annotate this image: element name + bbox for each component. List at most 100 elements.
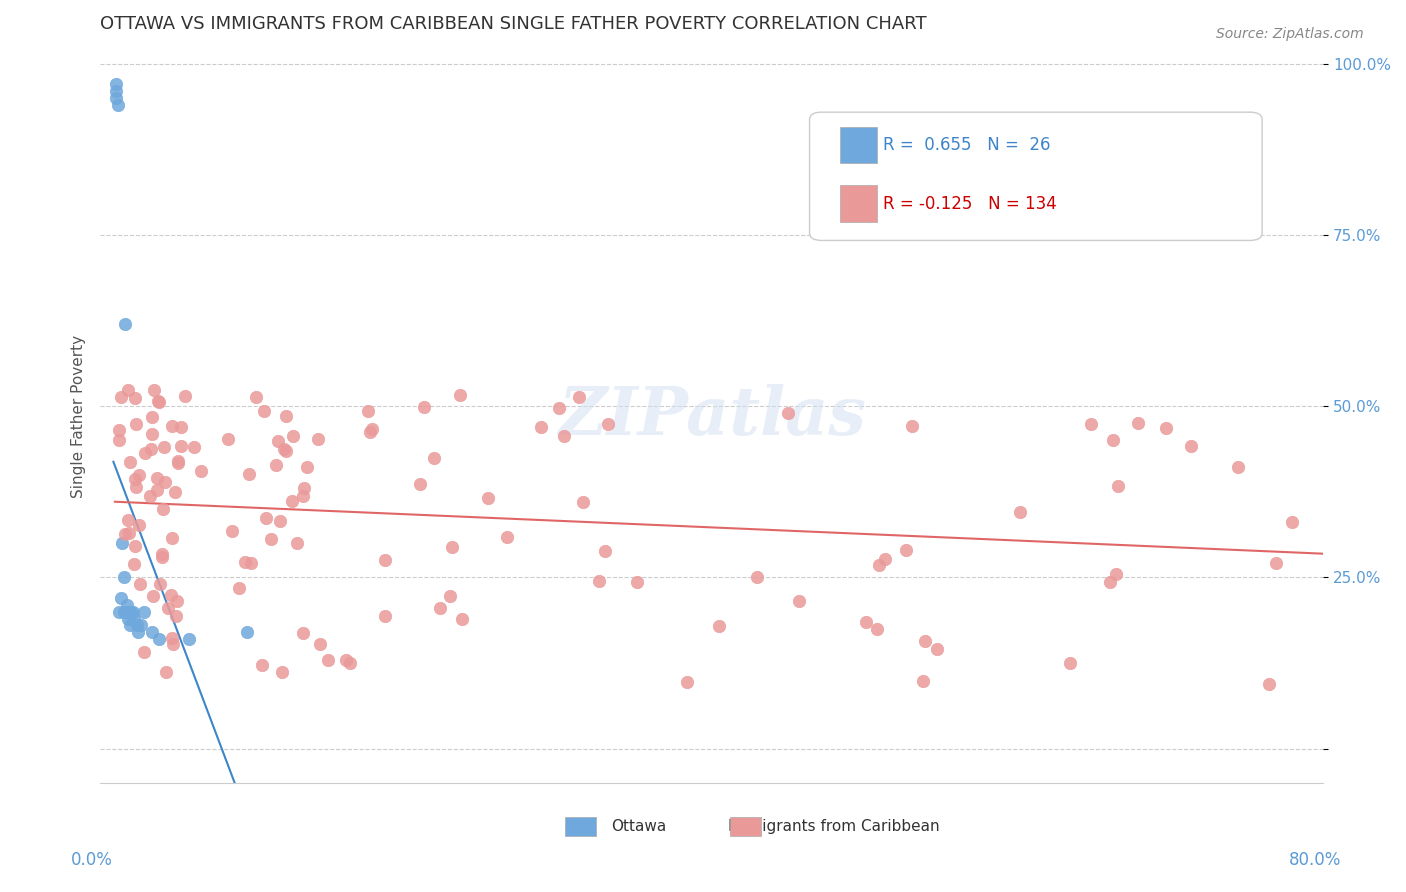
Text: Source: ZipAtlas.com: Source: ZipAtlas.com <box>1216 27 1364 41</box>
Point <box>547 401 569 415</box>
Point <box>598 417 620 431</box>
Point <box>238 467 260 482</box>
Point <box>568 390 591 404</box>
Point <box>778 406 800 420</box>
Point <box>451 612 474 626</box>
Point <box>316 653 339 667</box>
Point <box>441 540 464 554</box>
Point <box>1126 417 1149 431</box>
Point <box>217 432 239 446</box>
Point <box>339 656 361 670</box>
Point <box>150 549 173 564</box>
Point <box>167 456 190 470</box>
Point <box>912 674 935 689</box>
Text: 0.0%: 0.0% <box>70 851 112 869</box>
Point <box>125 480 148 494</box>
Point <box>112 605 135 619</box>
Point <box>128 468 150 483</box>
Point <box>221 524 243 538</box>
Point <box>274 443 297 458</box>
Point <box>162 637 184 651</box>
Point <box>120 455 142 469</box>
Point <box>1059 656 1081 670</box>
Point <box>115 598 138 612</box>
Point <box>134 605 156 619</box>
Point <box>228 581 250 595</box>
Point <box>141 409 163 424</box>
Point <box>1264 556 1286 570</box>
Point <box>165 484 187 499</box>
Point <box>131 618 153 632</box>
Point <box>160 631 183 645</box>
Point <box>155 475 177 490</box>
Point <box>170 440 193 454</box>
Point <box>122 611 145 625</box>
FancyBboxPatch shape <box>810 112 1263 241</box>
FancyBboxPatch shape <box>730 817 761 836</box>
Point <box>132 645 155 659</box>
Point <box>374 553 396 567</box>
Point <box>281 429 304 443</box>
Point <box>125 618 148 632</box>
Point <box>160 418 183 433</box>
Text: Immigrants from Caribbean: Immigrants from Caribbean <box>728 820 939 834</box>
Point <box>374 609 396 624</box>
Point <box>553 429 575 443</box>
Point <box>159 588 181 602</box>
Point <box>117 513 139 527</box>
Point <box>118 525 141 540</box>
Point <box>110 390 132 404</box>
Point <box>360 421 382 435</box>
Point <box>141 426 163 441</box>
Point <box>166 594 188 608</box>
Point <box>117 383 139 397</box>
Point <box>127 625 149 640</box>
Point <box>146 471 169 485</box>
Point <box>174 389 197 403</box>
Point <box>148 577 170 591</box>
Point <box>595 544 617 558</box>
Point <box>240 556 263 570</box>
Point <box>252 657 274 672</box>
Point <box>148 632 170 646</box>
Point <box>408 477 430 491</box>
Point <box>170 419 193 434</box>
Point <box>118 618 141 632</box>
Point <box>307 432 329 446</box>
Point <box>450 387 472 401</box>
Point <box>233 555 256 569</box>
Point <box>150 547 173 561</box>
Point <box>264 458 287 472</box>
Point <box>745 570 768 584</box>
Point <box>868 558 890 572</box>
Point <box>292 626 315 640</box>
Point <box>530 420 553 434</box>
Point <box>1154 421 1177 435</box>
Point <box>1107 479 1129 493</box>
Point <box>142 383 165 397</box>
Point <box>1010 505 1032 519</box>
Point <box>1104 566 1126 581</box>
Point <box>114 526 136 541</box>
Point <box>925 641 948 656</box>
Point <box>108 605 131 619</box>
Point <box>253 404 276 418</box>
Point <box>148 395 170 409</box>
Point <box>153 440 176 454</box>
Point <box>105 77 128 91</box>
Point <box>285 536 308 550</box>
Point <box>254 510 277 524</box>
Point <box>276 409 298 424</box>
Point <box>152 501 174 516</box>
Text: ZIPatlas: ZIPatlas <box>558 384 866 449</box>
Point <box>162 531 184 545</box>
Point <box>1098 574 1121 589</box>
Point <box>429 601 451 615</box>
Point <box>477 491 499 505</box>
Point <box>295 460 318 475</box>
Point <box>142 589 165 603</box>
Point <box>1080 417 1102 431</box>
Point <box>124 540 146 554</box>
Point <box>270 665 292 679</box>
Point <box>125 417 148 432</box>
